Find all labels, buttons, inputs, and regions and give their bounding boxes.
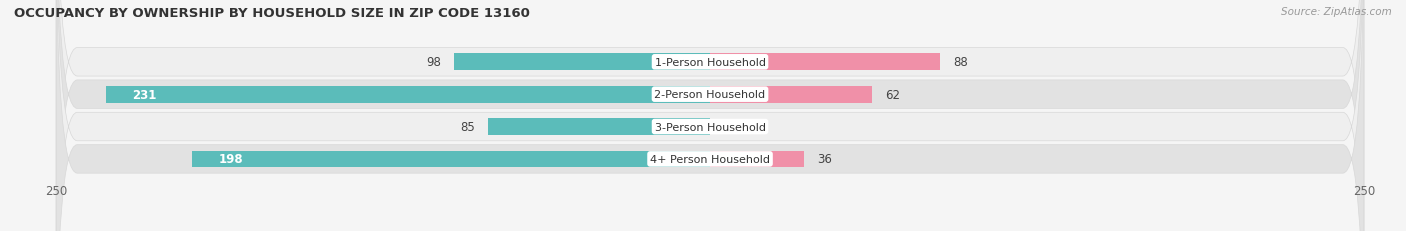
Bar xyxy=(710,151,804,168)
FancyBboxPatch shape xyxy=(56,0,1364,231)
Text: 1-Person Household: 1-Person Household xyxy=(655,58,765,67)
FancyBboxPatch shape xyxy=(56,0,1364,231)
Bar xyxy=(488,119,710,135)
Bar xyxy=(710,54,941,71)
Bar xyxy=(710,86,872,103)
FancyBboxPatch shape xyxy=(56,0,1364,231)
FancyBboxPatch shape xyxy=(56,0,1364,231)
Text: 0: 0 xyxy=(723,121,731,134)
Text: 3-Person Household: 3-Person Household xyxy=(655,122,765,132)
Bar xyxy=(105,86,710,103)
Text: 98: 98 xyxy=(426,56,440,69)
Bar xyxy=(193,151,710,168)
Text: 36: 36 xyxy=(817,153,832,166)
Text: 198: 198 xyxy=(218,153,243,166)
Text: 88: 88 xyxy=(953,56,967,69)
Text: 62: 62 xyxy=(886,88,900,101)
Bar xyxy=(454,54,710,71)
Text: 85: 85 xyxy=(460,121,475,134)
Text: 2-Person Household: 2-Person Household xyxy=(654,90,766,100)
Text: Source: ZipAtlas.com: Source: ZipAtlas.com xyxy=(1281,7,1392,17)
Text: OCCUPANCY BY OWNERSHIP BY HOUSEHOLD SIZE IN ZIP CODE 13160: OCCUPANCY BY OWNERSHIP BY HOUSEHOLD SIZE… xyxy=(14,7,530,20)
Text: 4+ Person Household: 4+ Person Household xyxy=(650,154,770,164)
Text: 231: 231 xyxy=(132,88,156,101)
